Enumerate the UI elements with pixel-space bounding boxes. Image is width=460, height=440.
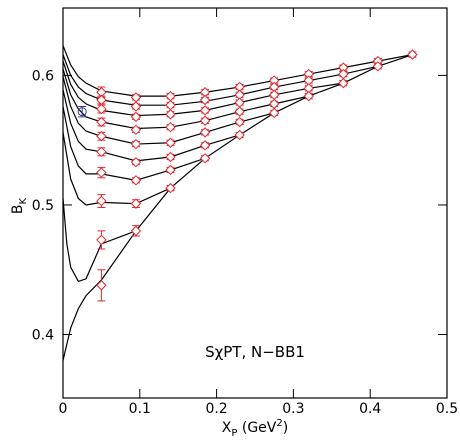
data-point [199,115,211,126]
fit-curve [62,60,344,117]
x-label-sub: P [231,428,237,439]
x-tick-label: 0.4 [359,401,381,417]
data-point [165,151,176,163]
y-tick-label: 0.5 [32,198,54,214]
data-point [338,77,349,89]
data-point [268,89,280,101]
x-tick-label: 0.3 [282,401,304,417]
data-point [234,97,245,108]
data-point [165,99,176,111]
data-point [130,198,142,209]
data-point [165,164,176,176]
data-point [96,94,107,106]
data-point [130,225,142,237]
data-point [96,131,107,142]
x-tick-label: 0.2 [205,401,227,417]
x-label-main: X [222,420,232,436]
data-point [96,195,107,207]
annotation: SχPT, N−BB1 [205,343,305,361]
data-point [96,116,107,128]
data-point [96,103,107,115]
data-point [303,90,314,102]
data-point [199,127,211,138]
fit-curve [62,106,206,181]
data-point [234,106,245,117]
y-axis-label: BK [10,197,29,214]
data-point [96,280,107,291]
fit-curve [62,54,413,361]
data-point [165,121,176,133]
fit-curve [62,45,413,97]
data-point [96,234,107,246]
data-point [234,116,245,128]
data-point [199,140,211,151]
x-label-sup: 2 [276,418,282,429]
x-tick-label: 0.5 [436,401,458,417]
error-bar [78,105,87,118]
data-point [77,107,87,117]
data-point [130,138,142,150]
data-point [165,182,176,194]
data-point [199,153,211,164]
x-tick-label: 0 [59,401,68,417]
x-label-unit: (GeV [237,420,276,436]
y-tick-label: 0.6 [32,68,54,84]
data-point [268,107,280,119]
data-point [199,94,211,106]
data-point [165,137,176,148]
data-point [130,92,142,103]
data-point [372,61,384,72]
data-point [130,101,142,112]
y-label-sub: K [18,197,29,204]
data-point [165,109,176,120]
data-point [165,90,176,102]
data-point [234,129,245,141]
data-point [130,175,142,186]
data-point [96,167,107,178]
x-tick-label: 0.1 [129,401,151,417]
data-point [130,156,142,168]
y-label-main: B [10,204,26,214]
fit-curve [62,76,275,145]
data-point [96,146,107,158]
x-axis-label: XP (GeV2) [222,418,288,439]
data-point [268,98,280,110]
data-point [199,105,211,116]
plot-area [62,45,418,361]
data-point [130,111,142,123]
fit-curve [62,54,379,106]
data-point [130,124,142,136]
data-point [338,68,349,80]
x-label-close: ) [283,420,288,436]
data-point [407,49,418,60]
y-tick-label: 0.4 [32,328,54,344]
